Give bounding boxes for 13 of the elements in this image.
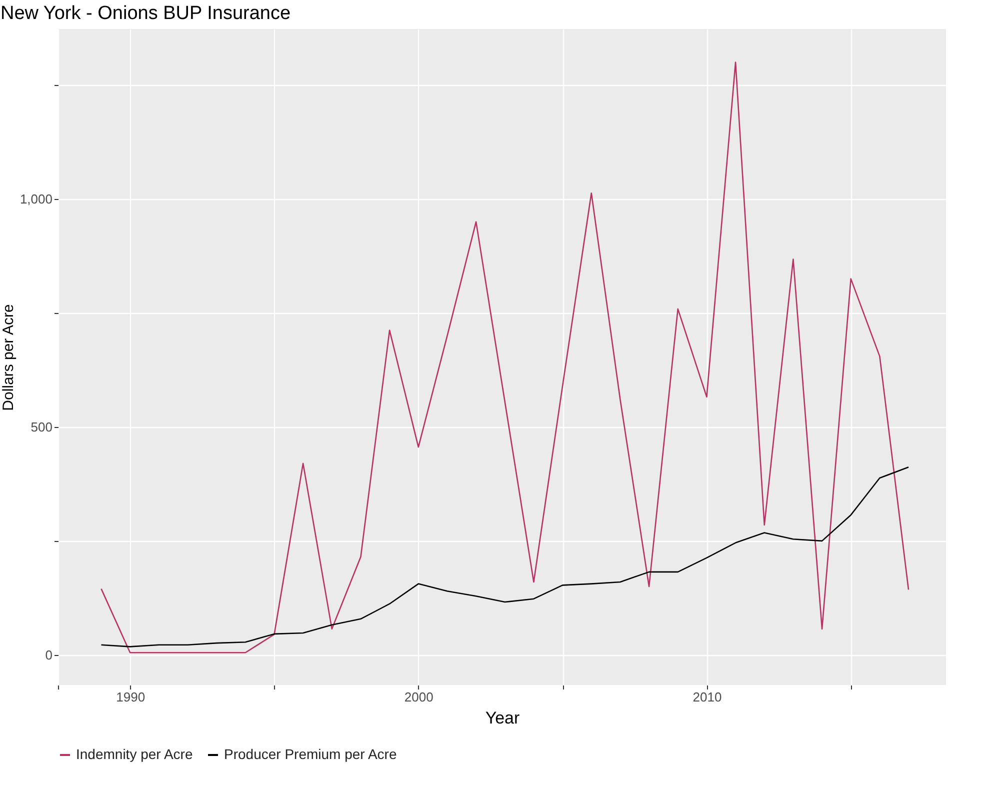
line-series	[100, 466, 910, 648]
y-axis-title: Dollars per Acre	[0, 304, 17, 411]
line-series	[100, 62, 910, 654]
y-tick-label: 500	[30, 419, 52, 434]
legend-label: Indemnity per Acre	[76, 746, 193, 762]
legend-label: Producer Premium per Acre	[224, 746, 397, 762]
x-tick-label: 2010	[692, 690, 722, 704]
x-tick-label: 2000	[404, 690, 434, 704]
y-tick-label: 0	[45, 647, 52, 662]
chart-title: New York - Onions BUP Insurance	[0, 3, 291, 24]
x-tick-label: 1990	[116, 690, 146, 704]
y-tick-label: 1,000	[20, 192, 52, 207]
x-axis-title: Year	[485, 708, 520, 728]
